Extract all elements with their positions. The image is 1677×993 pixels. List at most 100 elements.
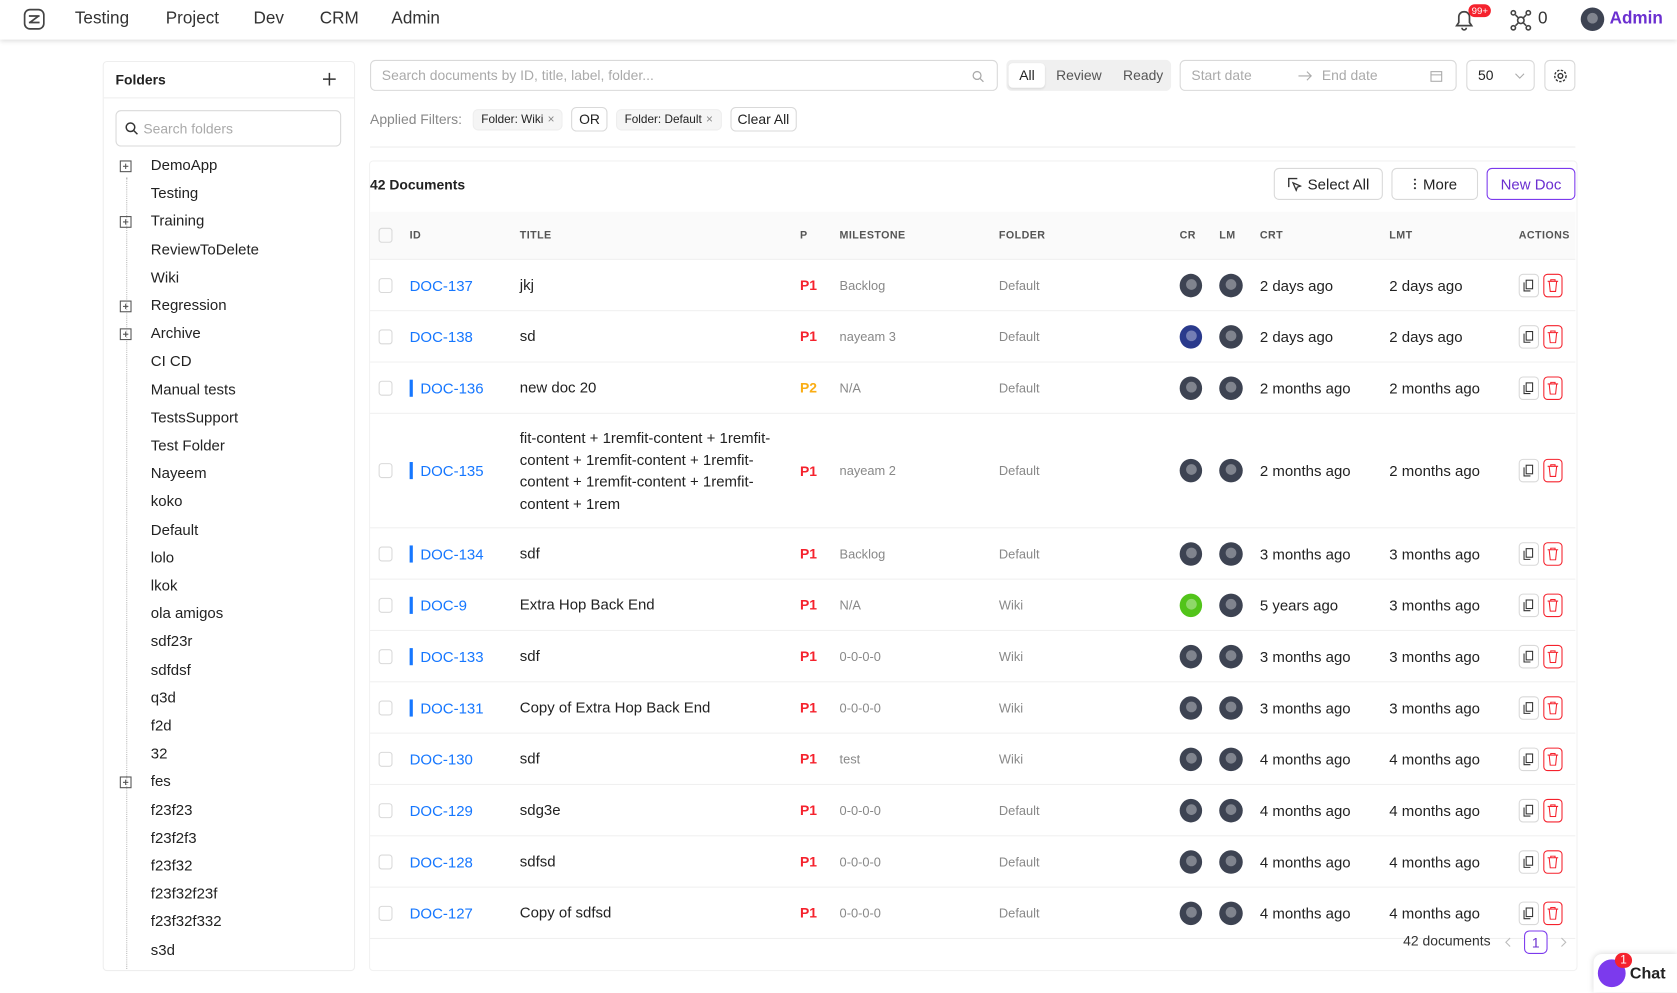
new-doc-button[interactable]: New Doc: [1486, 167, 1576, 200]
folder-item[interactable]: TestsSupport: [150, 408, 239, 426]
status-tab[interactable]: All: [1008, 63, 1046, 88]
copy-button[interactable]: [1518, 541, 1539, 566]
expand-toggle[interactable]: [119, 328, 132, 340]
folder-item[interactable]: Training: [150, 212, 205, 230]
copy-button[interactable]: [1518, 849, 1539, 874]
chip-close[interactable]: ×: [706, 112, 713, 126]
copy-button[interactable]: [1518, 901, 1539, 925]
date-range[interactable]: Start date End date: [1179, 59, 1457, 91]
page-size-select[interactable]: 50: [1466, 59, 1535, 91]
doc-id[interactable]: DOC-137: [409, 276, 473, 294]
folder-item[interactable]: s3d: [150, 940, 175, 958]
copy-button[interactable]: [1518, 375, 1539, 400]
copy-button[interactable]: [1518, 695, 1539, 720]
checkbox[interactable]: [378, 853, 393, 869]
copy-button[interactable]: [1518, 644, 1539, 668]
clear-all-button[interactable]: Clear All: [730, 106, 797, 132]
filter-chip[interactable]: Folder: Default ×: [616, 108, 722, 130]
user-name[interactable]: Admin: [1609, 9, 1663, 28]
copy-button[interactable]: [1518, 324, 1539, 349]
chip-close[interactable]: ×: [547, 112, 555, 126]
expand-toggle[interactable]: [119, 215, 132, 228]
status-tab[interactable]: Review: [1056, 67, 1102, 84]
folder-item[interactable]: CI CD: [150, 352, 192, 370]
doc-id[interactable]: DOC-127: [409, 904, 473, 922]
delete-button[interactable]: [1542, 849, 1563, 874]
delete-button[interactable]: [1542, 798, 1563, 822]
folder-item[interactable]: Manual tests: [150, 380, 236, 398]
checkbox[interactable]: [378, 905, 393, 921]
delete-button[interactable]: [1542, 695, 1563, 720]
operator-toggle[interactable]: OR: [571, 106, 608, 132]
folder-item[interactable]: Wiki: [150, 268, 180, 286]
settings-button[interactable]: [1544, 59, 1576, 91]
select-all-button[interactable]: Select All: [1273, 167, 1383, 200]
folder-item[interactable]: f23f32f23f: [150, 884, 218, 902]
doc-id[interactable]: DOC-138: [409, 327, 473, 345]
doc-search[interactable]: Search documents by ID, title, label, fo…: [370, 59, 998, 91]
copy-button[interactable]: [1518, 458, 1539, 483]
folder-item[interactable]: ReviewToDelete: [150, 240, 260, 258]
folder-item[interactable]: f23f32f332: [150, 912, 222, 930]
delete-button[interactable]: [1542, 747, 1563, 771]
folder-item[interactable]: Test Folder: [150, 436, 225, 454]
doc-id[interactable]: DOC-129: [409, 801, 473, 819]
checkbox[interactable]: [378, 648, 393, 664]
folder-item[interactable]: f23f32: [150, 856, 193, 874]
network-icon[interactable]: [1509, 9, 1533, 33]
add-folder-button[interactable]: [322, 72, 336, 86]
doc-id[interactable]: DOC-133: [409, 647, 484, 665]
folder-item[interactable]: f23f2f3: [150, 828, 197, 846]
folder-item[interactable]: lkok: [150, 576, 178, 594]
folder-item[interactable]: f23f23: [150, 800, 193, 818]
folder-item[interactable]: ola amigos: [150, 604, 224, 622]
nav-link[interactable]: Testing: [74, 9, 130, 28]
copy-button[interactable]: [1518, 798, 1539, 822]
delete-button[interactable]: [1542, 324, 1563, 349]
delete-button[interactable]: [1542, 458, 1563, 483]
folder-item[interactable]: sdfdsf: [150, 660, 191, 678]
nav-link[interactable]: Admin: [391, 9, 440, 28]
checkbox[interactable]: [378, 545, 393, 561]
folder-item[interactable]: Nayeem: [150, 464, 207, 482]
chat-button[interactable]: Chat: [1593, 953, 1677, 993]
folder-item[interactable]: sdf23r: [150, 632, 193, 650]
user-avatar[interactable]: [1580, 7, 1605, 32]
delete-button[interactable]: [1542, 541, 1563, 566]
checkbox[interactable]: [378, 463, 393, 479]
bell-icon[interactable]: [1455, 10, 1474, 31]
doc-id[interactable]: DOC-136: [409, 379, 484, 397]
doc-id[interactable]: DOC-9: [409, 596, 467, 614]
folder-item[interactable]: koko: [150, 492, 183, 510]
nav-link[interactable]: Dev: [253, 9, 284, 28]
checkbox[interactable]: [378, 751, 393, 767]
expand-toggle[interactable]: [119, 299, 132, 312]
delete-button[interactable]: [1542, 273, 1563, 297]
folder-item[interactable]: fes: [150, 772, 171, 790]
folder-item[interactable]: Default: [150, 520, 199, 538]
folder-item[interactable]: Regression: [150, 296, 227, 314]
checkbox[interactable]: [378, 597, 393, 613]
folder-item[interactable]: f2d: [150, 716, 172, 734]
logo[interactable]: [23, 8, 45, 30]
nav-link[interactable]: CRM: [319, 9, 359, 28]
doc-id[interactable]: DOC-134: [409, 544, 484, 563]
checkbox[interactable]: [378, 380, 393, 396]
delete-button[interactable]: [1542, 375, 1563, 400]
filter-chip[interactable]: Folder: Wiki ×: [472, 108, 564, 130]
expand-toggle[interactable]: [119, 776, 132, 789]
copy-button[interactable]: [1518, 593, 1539, 617]
status-tab[interactable]: Ready: [1123, 67, 1164, 84]
more-button[interactable]: More: [1391, 167, 1479, 200]
folder-item[interactable]: 32: [150, 744, 168, 762]
copy-button[interactable]: [1518, 273, 1539, 297]
nav-link[interactable]: Project: [165, 9, 220, 28]
checkbox[interactable]: [378, 227, 393, 243]
delete-button[interactable]: [1542, 593, 1563, 617]
delete-button[interactable]: [1542, 644, 1563, 668]
doc-id[interactable]: DOC-131: [409, 698, 484, 717]
delete-button[interactable]: [1542, 901, 1563, 925]
folder-item[interactable]: Archive: [150, 324, 201, 342]
page-button[interactable]: 1: [1524, 930, 1548, 954]
expand-toggle[interactable]: [119, 159, 132, 172]
